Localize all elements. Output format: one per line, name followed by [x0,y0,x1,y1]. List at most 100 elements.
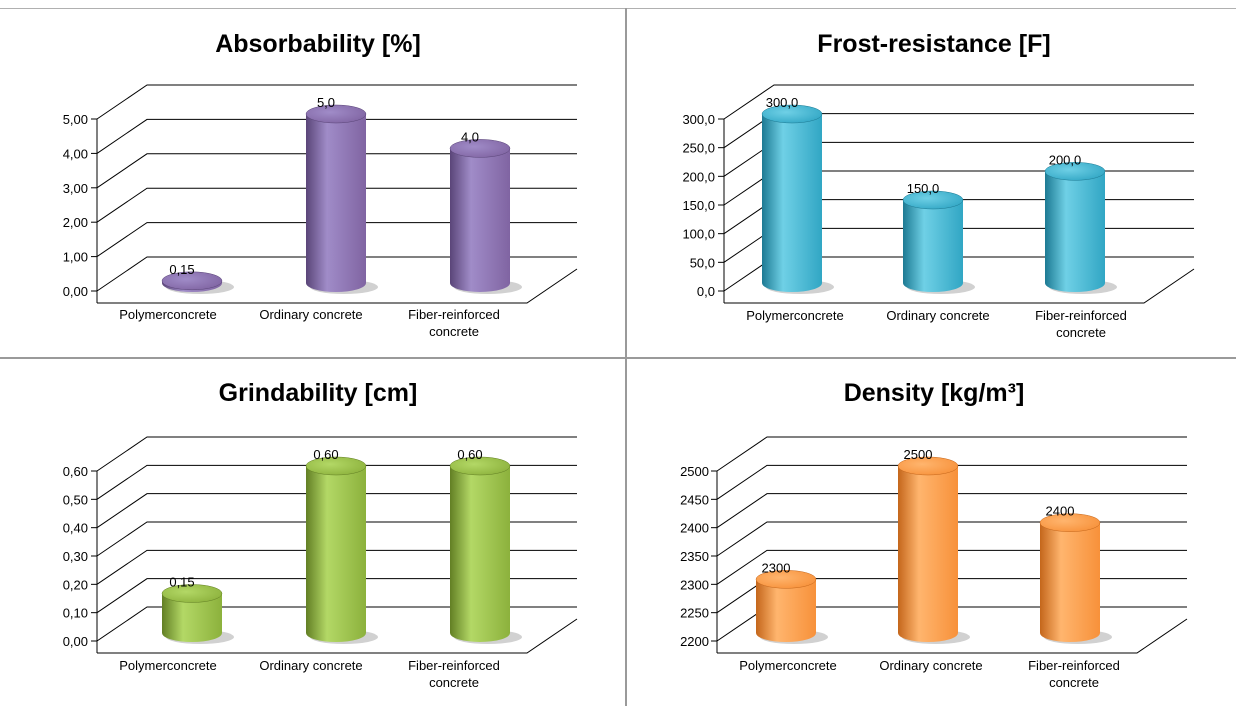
bar-2 [897,456,970,644]
grindability-chart: Grindability [cm] 0,00 0,10 0,20 0,30 0,40 0,… [0,359,626,706]
y-tick-label: 0,20 [63,577,88,592]
gridline [96,549,577,585]
category-label: Fiber-reinforced [408,658,500,673]
category-label: Polymerconcrete [119,307,217,322]
bar-top [449,456,511,476]
data-label: 300,0 [766,95,799,110]
bar-top [305,456,367,476]
category-label: Ordinary concrete [259,307,362,322]
data-label: 0,60 [457,447,482,462]
bar-2 [305,456,378,644]
category-label: concrete [1049,675,1099,690]
absorbability-chart-svg: Absorbability [%] 0,00 1,00 2,00 3,00 4,00 5,… [63,30,578,339]
bar-2 [305,104,378,294]
y-tick-label: 150,0 [682,198,715,213]
bar-body [450,148,510,292]
category-label: Ordinary concrete [879,658,982,673]
bar-body [306,466,366,642]
gridline [716,493,1187,529]
category-label: Ordinary concrete [259,658,362,673]
floor-edge [97,268,578,304]
data-label: 200,0 [1049,152,1082,167]
bar-3 [1044,162,1117,294]
frost-resistance-chart: Frost-resistance [F] 0,0 50,0 100,0 150,0 20… [627,10,1236,358]
bar-body [1045,171,1105,292]
gridline [96,153,577,189]
density-chart: Density [kg/m³] 2200 2250 2300 2350 2400 2450… [627,359,1236,706]
y-tick-label: 250,0 [682,141,715,156]
bar-3 [1039,513,1112,644]
gridline [96,464,577,500]
y-tick-label: 2,00 [63,215,88,230]
chart-title: Density [kg/m³] [844,379,1025,407]
bar-body [762,114,822,292]
bar-top [897,456,959,476]
y-tick-label: 2400 [680,521,709,536]
data-label: 2500 [904,447,933,462]
bar-2 [902,190,975,294]
y-tick-label: 0,40 [63,521,88,536]
bar-3 [449,139,522,294]
bar-top [761,104,823,124]
bar-1 [761,104,834,294]
gridline [96,222,577,258]
data-label: 4,0 [461,129,479,144]
y-tick-label: 3,00 [63,181,88,196]
y-tick-label: 2250 [680,606,709,621]
gridline [96,118,577,154]
bar-top [755,570,817,589]
bar-body [306,114,366,292]
y-tick-label: 300,0 [682,112,715,127]
category-label: Fiber-reinforced [408,307,500,322]
y-tick-label: 2200 [680,634,709,649]
y-tick-label: 0,50 [63,492,88,507]
category-label: Ordinary concrete [886,308,989,323]
category-label: Polymerconcrete [746,308,844,323]
bar-body [756,579,816,642]
category-label: concrete [1056,325,1106,340]
data-label: 5,0 [317,95,335,110]
y-tick-label: 2500 [680,464,709,479]
absorbability-chart: Absorbability [%] 0,00 1,00 2,00 3,00 4,00 5,… [0,10,626,358]
category-label: Fiber-reinforced [1028,658,1120,673]
bar-body [1040,522,1100,642]
y-tick-label: 0,60 [63,464,88,479]
bar-3 [449,456,522,644]
floor-edge [717,618,1188,654]
y-tick-label: 5,00 [63,112,88,127]
gridline [96,84,577,120]
y-tick-label: 0,10 [63,606,88,621]
category-label: Polymerconcrete [119,658,217,673]
y-tick-label: 0,30 [63,549,88,564]
category-label: Polymerconcrete [739,658,837,673]
bar-body [450,466,510,642]
bar-top [1039,513,1101,532]
chart-title: Absorbability [%] [215,30,421,58]
y-tick-label: 200,0 [682,169,715,184]
bar-1 [161,584,234,644]
gridline [716,464,1187,500]
floor-edge [97,618,578,654]
chart-title: Grindability [cm] [219,379,418,407]
y-tick-label: 0,00 [63,284,88,299]
bar-1 [161,271,234,294]
bar-top [161,271,223,291]
bar-body [903,200,963,292]
category-label: Fiber-reinforced [1035,308,1127,323]
gridline [96,578,577,614]
frost-resistance-chart-svg: Frost-resistance [F] 0,0 50,0 100,0 150,0 20… [682,30,1195,340]
bar-top [902,190,964,210]
y-tick-label: 1,00 [63,250,88,265]
bar-1 [755,570,828,644]
data-label: 0,15 [169,575,194,590]
gridline [716,436,1187,472]
gridline [96,493,577,529]
data-label: 2400 [1046,504,1075,519]
gridline [723,84,1194,120]
bar-body [162,593,222,642]
data-label: 2300 [762,560,791,575]
chart-title: Frost-resistance [F] [817,30,1050,58]
bar-top [161,584,223,603]
data-label: 0,15 [169,262,194,277]
